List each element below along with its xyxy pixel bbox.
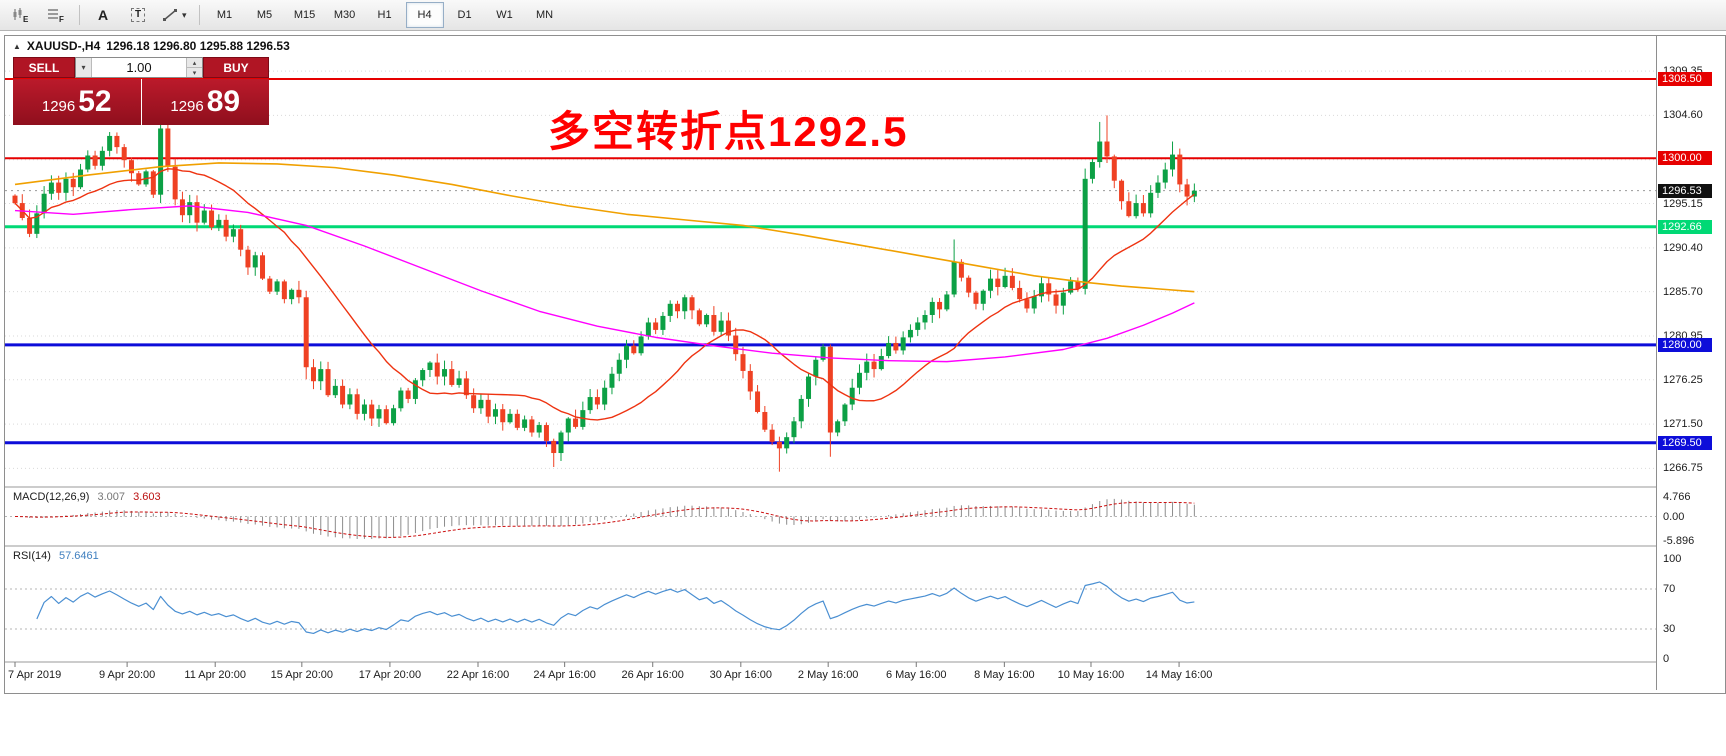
timeframe-button-M1[interactable]: M1 <box>216 9 233 21</box>
chart-window: 1309.351304.601295.151290.401285.701280.… <box>4 35 1726 694</box>
macd-title: MACD(12,26,9) <box>13 491 90 503</box>
timeframe-button-W1[interactable]: W1 <box>496 9 513 21</box>
macd-main-value: 3.007 <box>97 491 126 503</box>
price-axis-label: 1304.60 <box>1663 109 1703 122</box>
volume-dropdown-button[interactable]: ▾ <box>76 58 92 77</box>
rsi-axis-label: 70 <box>1663 583 1676 595</box>
timeframe-button-H4[interactable]: H4 <box>405 2 444 28</box>
time-axis-label: 15 Apr 20:00 <box>270 669 334 681</box>
candles-layer <box>12 103 1197 472</box>
price-axis-label: 1276.25 <box>1663 373 1703 386</box>
rsi-value: 57.6461 <box>58 550 99 562</box>
macd-axis-label: 4.766 <box>1663 491 1691 503</box>
chevron-down-icon: ▾ <box>182 9 187 20</box>
symbol-header: ▲ XAUUSD-,H4 1296.18 1296.80 1295.88 129… <box>13 39 290 53</box>
price-axis[interactable]: 1309.351304.601295.151290.401285.701280.… <box>1656 36 1725 690</box>
volume-stepper: ▴ ▾ <box>186 58 202 77</box>
grid-f-icon: F <box>48 9 64 23</box>
price-axis-label: 1266.75 <box>1663 462 1703 475</box>
price-axis-label: 1285.70 <box>1663 285 1703 298</box>
symbol-label: XAUUSD-,H4 <box>26 39 101 53</box>
sell-price-pips: 52 <box>78 85 112 118</box>
price-line-tag: 1292.66 <box>1658 219 1712 234</box>
time-axis-label: 7 Apr 2019 <box>8 669 62 681</box>
timeframe-button-D1[interactable]: D1 <box>457 9 472 21</box>
trendline-icon <box>163 9 177 21</box>
rsi-header: RSI(14) 57.6461 <box>13 550 99 562</box>
text-label-tool-label: T <box>130 8 146 22</box>
volume-decrease-button[interactable]: ▾ <box>187 68 202 77</box>
volume-control: ▾ ▴ ▾ <box>75 57 203 78</box>
rsi-axis-label: 100 <box>1663 553 1682 565</box>
current-price-tag: 1296.53 <box>1658 183 1712 198</box>
svg-text:E: E <box>23 15 29 23</box>
time-axis-label: 30 Apr 16:00 <box>709 669 772 681</box>
font-tool-button[interactable]: A <box>86 2 120 28</box>
price-axis-label: 1295.15 <box>1663 197 1703 210</box>
time-axis-label: 22 Apr 16:00 <box>446 669 510 681</box>
chart-annotation-text: 多空转折点1292.5 <box>548 108 909 155</box>
price-line-tag: 1280.00 <box>1658 337 1712 352</box>
rsi-axis-label: 30 <box>1663 623 1676 635</box>
toolbar: E F A T ▾ M1 M5 M15 M30 H1 H4 D1 W1 MN <box>0 0 1726 31</box>
volume-input[interactable] <box>92 58 186 77</box>
timeframe-button-M5[interactable]: M5 <box>256 9 273 21</box>
sell-button[interactable]: SELL <box>13 57 75 78</box>
chart-canvas <box>5 70 1656 667</box>
volume-increase-button[interactable]: ▴ <box>187 58 202 68</box>
text-label-tool-button[interactable]: T <box>121 2 155 28</box>
price-axis-label: 1271.50 <box>1663 418 1703 431</box>
buy-button[interactable]: BUY <box>203 57 269 78</box>
time-axis-label: 26 Apr 16:00 <box>621 669 684 681</box>
price-line-tag: 1300.00 <box>1658 151 1712 166</box>
moving-averages <box>14 162 1195 421</box>
svg-text:F: F <box>59 15 64 23</box>
buy-price-pips: 89 <box>206 85 241 118</box>
timeframe-button-H1[interactable]: H1 <box>377 9 392 21</box>
macd-axis-label: -5.896 <box>1663 534 1695 547</box>
timeframe-button-M15[interactable]: M15 <box>293 9 316 21</box>
time-axis-label: 17 Apr 20:00 <box>358 669 422 681</box>
panel-dividers <box>5 486 1656 667</box>
time-axis-label: 6 May 16:00 <box>885 669 947 681</box>
rsi-title: RSI(14) <box>13 550 51 562</box>
buy-price-panel[interactable]: 1296 89 <box>141 79 269 125</box>
ohlc-values: 1296.18 1296.80 1295.88 1296.53 <box>106 39 290 53</box>
time-axis-label: 8 May 16:00 <box>974 669 1035 681</box>
buy-price-main: 1296 <box>170 97 204 115</box>
toolbar-separator <box>198 5 200 25</box>
macd-header: MACD(12,26,9) 3.007 3.603 <box>13 491 161 503</box>
toolbar-separator <box>79 5 80 25</box>
font-tool-label: A <box>97 7 109 23</box>
time-axis-label: 11 Apr 20:00 <box>184 669 246 681</box>
indicator-e-button[interactable]: E <box>4 2 38 28</box>
rsi-layer <box>5 581 1656 635</box>
sell-price-main: 1296 <box>41 97 76 115</box>
time-axis-label: 10 May 16:00 <box>1057 669 1125 681</box>
time-axis-label: 2 May 16:00 <box>797 669 859 681</box>
timeframe-button-M30[interactable]: M30 <box>333 9 356 21</box>
sell-price-panel[interactable]: 1296 52 <box>13 79 141 125</box>
timeframe-button-MN[interactable]: MN <box>535 9 554 21</box>
time-axis-label: 24 Apr 16:00 <box>533 669 596 681</box>
macd-axis-label: 0.00 <box>1663 510 1685 523</box>
time-axis-label: 14 May 16:00 <box>1145 669 1213 681</box>
price-line-tag: 1308.50 <box>1658 72 1712 87</box>
macd-signal-value: 3.603 <box>133 491 161 503</box>
expand-trade-panel-icon[interactable]: ▲ <box>13 41 21 51</box>
indicator-f-button[interactable]: F <box>39 2 73 28</box>
timeframe-group: M1 M5 M15 M30 H1 H4 D1 W1 MN <box>206 2 564 28</box>
line-tools-button[interactable]: ▾ <box>156 2 193 28</box>
one-click-trading-panel: SELL ▾ ▴ ▾ BUY 1296 52 1296 89 <box>13 57 269 125</box>
candles-e-icon: E <box>13 8 29 23</box>
rsi-axis-label: 0 <box>1663 653 1670 665</box>
macd-layer <box>5 498 1656 540</box>
price-axis-label: 1290.40 <box>1663 241 1703 254</box>
price-line-tag: 1269.50 <box>1658 435 1712 450</box>
chart-surface[interactable] <box>5 36 1656 690</box>
time-axis-label: 9 Apr 20:00 <box>98 669 156 681</box>
